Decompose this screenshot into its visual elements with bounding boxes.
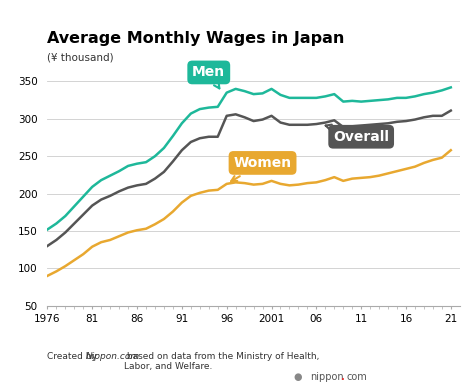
Text: (¥ thousand): (¥ thousand): [47, 53, 114, 63]
Text: Nippon.com: Nippon.com: [86, 352, 140, 361]
Text: nippon: nippon: [310, 372, 344, 382]
Text: com: com: [346, 372, 367, 382]
Text: Women: Women: [231, 156, 292, 181]
Text: ●: ●: [294, 372, 302, 382]
Text: Average Monthly Wages in Japan: Average Monthly Wages in Japan: [47, 31, 345, 46]
Text: based on data from the Ministry of Health,
Labor, and Welfare.: based on data from the Ministry of Healt…: [124, 352, 319, 371]
Text: Overall: Overall: [326, 125, 389, 144]
Text: .: .: [341, 372, 345, 382]
Text: Men: Men: [192, 65, 225, 88]
Text: Created by: Created by: [47, 352, 100, 361]
